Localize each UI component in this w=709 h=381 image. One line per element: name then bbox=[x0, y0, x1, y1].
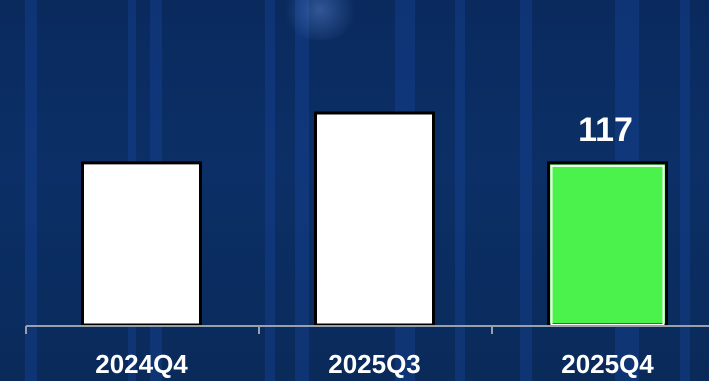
background-stripe bbox=[265, 0, 275, 381]
bar-2025q4 bbox=[547, 161, 668, 327]
background-stripe bbox=[520, 0, 532, 381]
data-label-2025q4: 117 bbox=[578, 111, 633, 149]
background-stripe bbox=[455, 0, 465, 381]
background-stripe bbox=[25, 0, 37, 381]
background-stripe bbox=[295, 0, 309, 381]
x-tick-label-2024q4: 2024Q4 bbox=[95, 349, 188, 379]
x-tick-label-2025q4: 2025Q4 bbox=[561, 349, 654, 379]
bar-2025q3 bbox=[314, 111, 435, 327]
bars-group bbox=[81, 111, 668, 327]
x-tick-label-2025q3: 2025Q3 bbox=[328, 349, 421, 379]
labels-group: 2024Q4 2025Q3 2025Q4 117 bbox=[95, 111, 654, 379]
x-axis bbox=[25, 325, 709, 334]
bar-2024q4 bbox=[81, 161, 202, 327]
background-stripe bbox=[680, 0, 690, 381]
